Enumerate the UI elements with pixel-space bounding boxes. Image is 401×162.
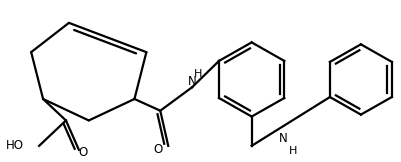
Text: HO: HO xyxy=(6,139,24,152)
Text: H: H xyxy=(194,69,202,79)
Text: N: N xyxy=(278,132,287,145)
Text: O: O xyxy=(153,143,162,156)
Text: H: H xyxy=(288,146,297,156)
Text: O: O xyxy=(78,146,87,159)
Text: N: N xyxy=(188,75,196,88)
